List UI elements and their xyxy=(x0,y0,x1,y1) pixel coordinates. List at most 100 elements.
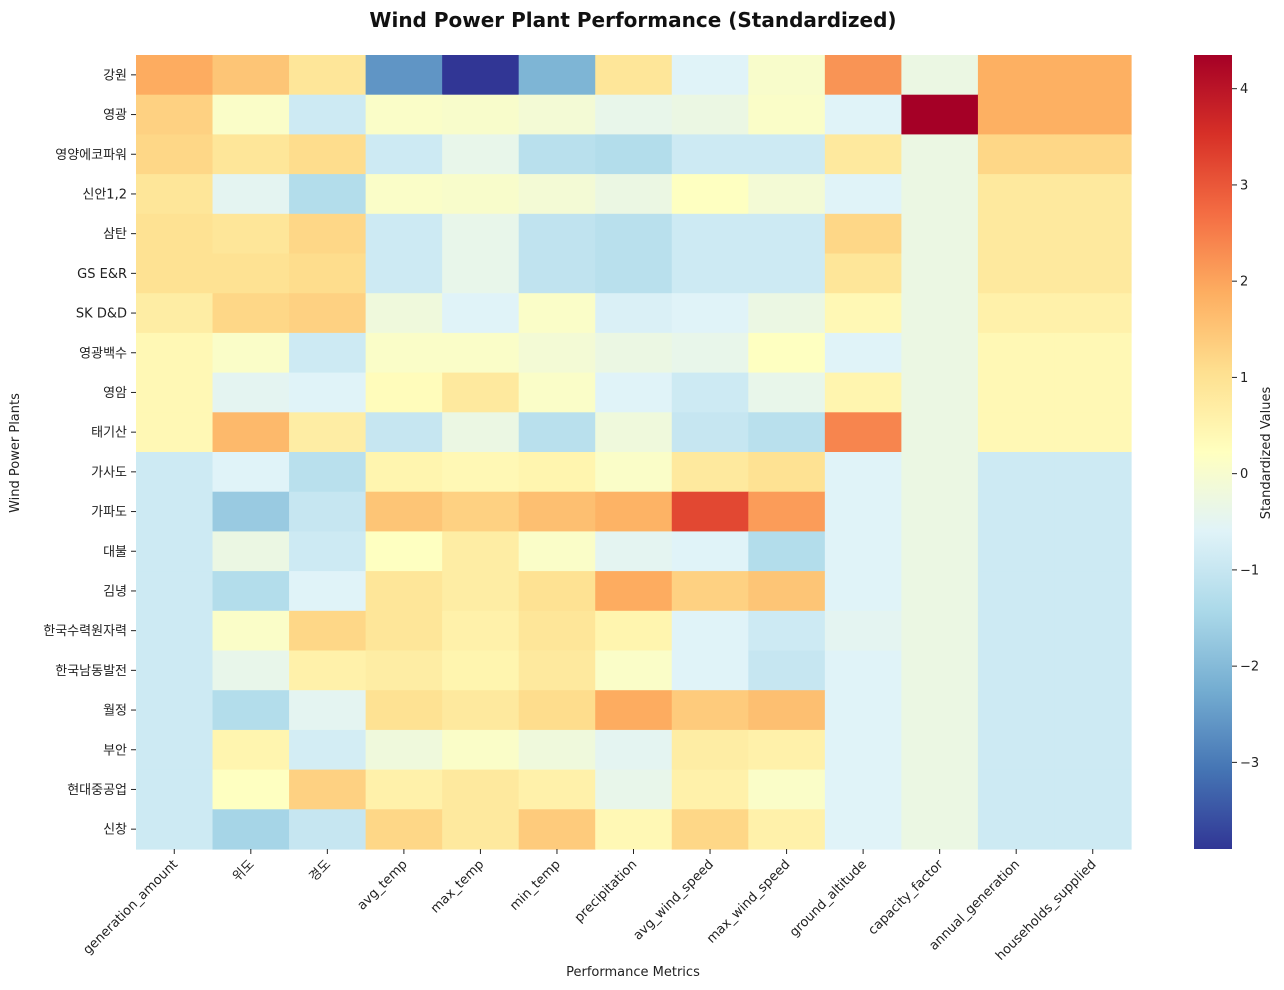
heatmap-cell xyxy=(748,332,826,374)
heatmap-cell xyxy=(518,174,596,215)
colorbar-tick-label: −3 xyxy=(1240,756,1259,771)
colorbar-label: Standardized Values xyxy=(1259,387,1274,520)
heatmap-cell xyxy=(136,94,214,135)
heatmap-cell xyxy=(671,729,749,771)
heatmap-cell xyxy=(824,55,902,96)
heatmap-cell xyxy=(671,94,749,135)
y-tick-label: 태기산 xyxy=(91,426,127,441)
heatmap-cell xyxy=(442,491,520,532)
heatmap-cell xyxy=(1054,174,1132,215)
heatmap-cell xyxy=(212,55,290,96)
heatmap-cell xyxy=(595,253,673,294)
heatmap-cell xyxy=(1054,769,1132,810)
heatmap-cell xyxy=(212,809,290,850)
x-tick-label: generation_amount xyxy=(80,857,181,958)
heatmap-cell xyxy=(901,729,979,771)
heatmap-cell xyxy=(1054,809,1132,850)
x-tick-label: 위도 xyxy=(230,857,258,885)
heatmap-cell xyxy=(212,531,290,572)
heatmap-cell xyxy=(1054,94,1132,135)
heatmap-cell xyxy=(365,253,443,294)
heatmap-cell xyxy=(901,55,979,96)
heatmap-cell xyxy=(748,213,826,255)
heatmap-cell xyxy=(824,134,902,175)
heatmap-cell xyxy=(748,452,826,493)
heatmap-cell xyxy=(595,55,673,96)
heatmap-cell xyxy=(595,769,673,810)
heatmap-cell xyxy=(1054,134,1132,175)
heatmap-cell xyxy=(595,94,673,135)
heatmap-cell xyxy=(518,55,596,96)
heatmap-cell xyxy=(136,213,214,255)
heatmap-cell xyxy=(671,332,749,374)
heatmap-cell xyxy=(595,610,673,652)
colorbar-tick-label: −1 xyxy=(1240,563,1259,578)
heatmap-cell xyxy=(212,769,290,810)
heatmap-cell xyxy=(442,769,520,810)
y-tick-label: 대불 xyxy=(103,545,127,560)
heatmap-cell xyxy=(212,571,290,612)
heatmap-cell xyxy=(518,650,596,691)
heatmap-cell xyxy=(442,809,520,850)
heatmap-cell xyxy=(518,412,596,453)
heatmap-cell xyxy=(901,293,979,334)
heatmap-cell xyxy=(824,293,902,334)
heatmap-cell xyxy=(824,571,902,612)
heatmap-cell xyxy=(289,174,367,215)
heatmap-cell xyxy=(289,94,367,135)
heatmap-cell xyxy=(442,571,520,612)
colorbar xyxy=(1194,55,1232,849)
heatmap-cell xyxy=(1054,571,1132,612)
heatmap-cell xyxy=(518,332,596,374)
heatmap-cell xyxy=(442,134,520,175)
heatmap-cell xyxy=(442,174,520,215)
heatmap-cell xyxy=(289,452,367,493)
heatmap-cell xyxy=(977,134,1056,175)
heatmap-cell xyxy=(136,729,214,771)
heatmap-cell xyxy=(901,491,979,532)
heatmap-cell xyxy=(977,491,1056,532)
heatmap-cell xyxy=(748,531,826,572)
x-tick-label: precipitation xyxy=(572,857,641,926)
heatmap-cell xyxy=(518,134,596,175)
heatmap-cell xyxy=(1054,213,1132,255)
heatmap-cell xyxy=(977,452,1056,493)
y-tick-label: 영광백수 xyxy=(79,346,127,361)
heatmap-cell xyxy=(518,809,596,850)
heatmap-cell xyxy=(977,174,1056,215)
heatmap-cell xyxy=(365,134,443,175)
heatmap-cell xyxy=(442,55,520,96)
heatmap-cell xyxy=(977,293,1056,334)
heatmap-cell xyxy=(212,610,290,652)
heatmap-cell xyxy=(289,293,367,334)
heatmap-cell xyxy=(518,213,596,255)
heatmap-cell xyxy=(901,94,979,135)
heatmap-cell xyxy=(901,253,979,294)
chart-title: Wind Power Plant Performance (Standardiz… xyxy=(369,8,896,32)
heatmap-cell xyxy=(977,372,1056,413)
heatmap-cell xyxy=(365,610,443,652)
heatmap-cell xyxy=(671,293,749,334)
heatmap-cell xyxy=(442,729,520,771)
heatmap-cell xyxy=(671,372,749,413)
heatmap-cell xyxy=(518,253,596,294)
heatmap-cell xyxy=(136,55,214,96)
heatmap-cell xyxy=(748,372,826,413)
heatmap-cell xyxy=(977,531,1056,572)
heatmap-cell xyxy=(901,174,979,215)
heatmap-cell xyxy=(442,610,520,652)
heatmap-cell xyxy=(748,690,826,731)
heatmap-cell xyxy=(977,571,1056,612)
heatmap-cell xyxy=(136,690,214,731)
heatmap-cell xyxy=(136,452,214,493)
heatmap-cell xyxy=(365,650,443,691)
heatmap-cell xyxy=(748,174,826,215)
y-tick-label: 가사도 xyxy=(91,465,127,480)
heatmap-cell xyxy=(901,809,979,850)
heatmap-cell xyxy=(136,174,214,215)
y-tick-label: 월정 xyxy=(103,704,127,719)
heatmap-cell xyxy=(748,55,826,96)
heatmap-cell xyxy=(518,610,596,652)
heatmap-cell xyxy=(748,293,826,334)
